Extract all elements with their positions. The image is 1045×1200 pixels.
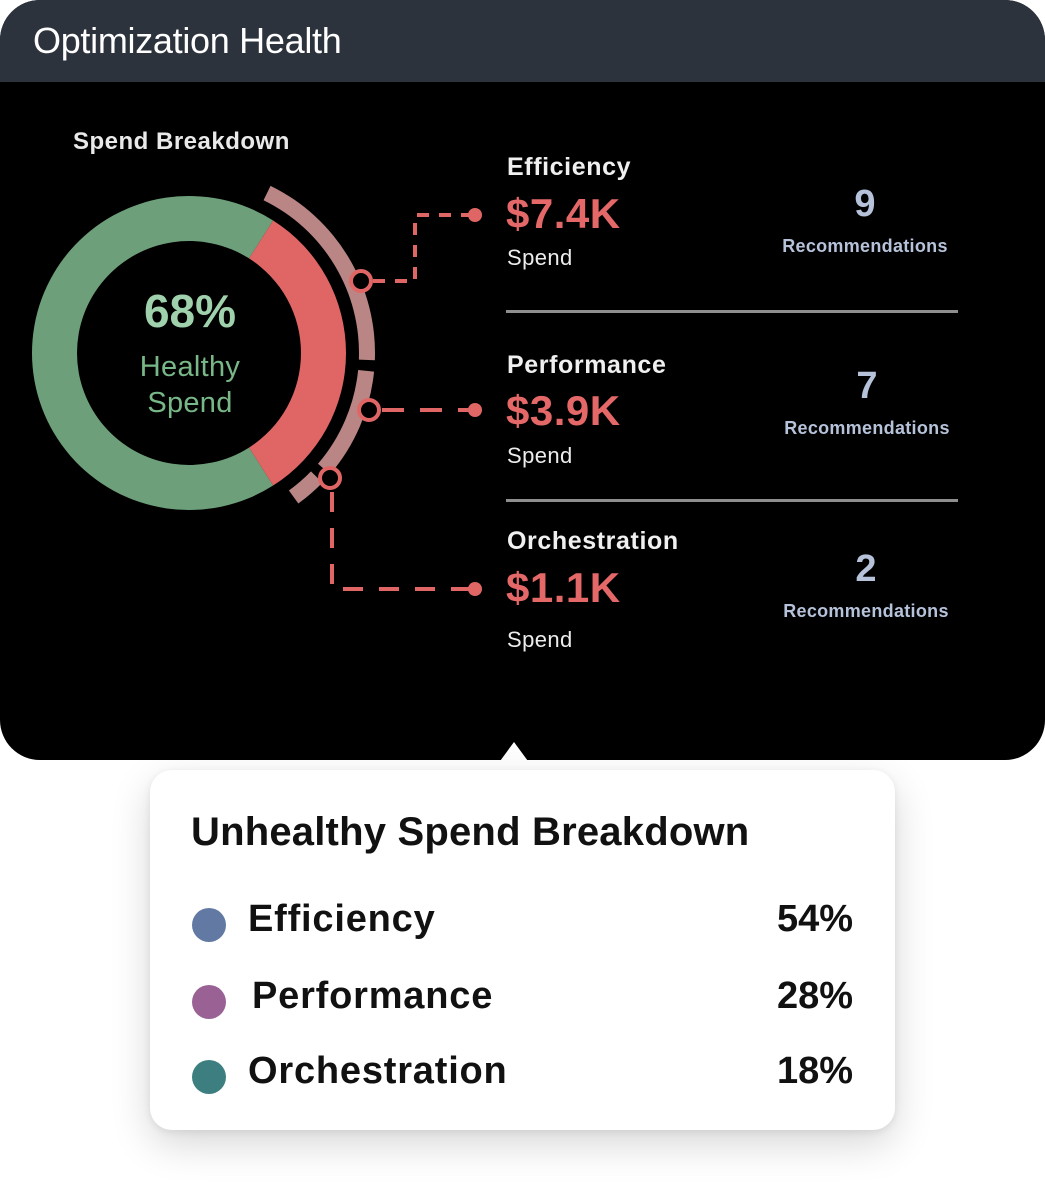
legend-label-efficiency: Efficiency [248,898,436,940]
healthy-label: Healthy [139,351,241,383]
legend-dot-efficiency [192,908,226,942]
recommendation-label-performance[interactable]: Recommendations [784,418,950,438]
recommendation-count-efficiency: 9 [854,183,876,225]
legend-dot-orchestration [192,1060,226,1094]
category-amount-orchestration: $1.1K [506,564,621,611]
card-header: Optimization Health [0,0,1045,82]
legend-value-efficiency: 54% [776,898,853,940]
donut-segment-healthy [31,196,274,511]
category-amount-performance: $3.9K [506,387,621,434]
legend-value-orchestration: 18% [776,1050,853,1092]
healthy-percent: 68% [143,285,237,337]
outer-arc-orchestration [288,471,323,504]
popover-pointer [492,742,536,772]
category-spend-label-orchestration: Spend [507,627,573,652]
outer-arc-performance [317,370,375,475]
connector-dot-performance [468,403,482,417]
category-name-efficiency: Efficiency [507,153,632,181]
legend-item-orchestration: Orchestration 18% [150,1048,895,1098]
spend-breakdown-chart [31,185,482,596]
category-amount-efficiency: $7.4K [506,190,621,237]
connectors [318,208,482,596]
spend-breakdown-title: Spend Breakdown [73,128,290,155]
category-spend-label-performance: Spend [507,443,573,468]
optimization-health-card: Optimization Health Spend Breakdown 68% … [0,0,1045,760]
popover-title: Unhealthy Spend Breakdown [191,810,750,854]
category-name-orchestration: Orchestration [507,527,679,555]
legend-value-performance: 28% [776,975,853,1017]
legend-label-orchestration: Orchestration [248,1050,508,1092]
recommendation-label-orchestration[interactable]: Recommendations [783,601,949,621]
connector-orchestration [330,492,474,591]
donut-chart [31,196,346,511]
divider [506,499,958,502]
legend-item-performance: Performance 28% [150,973,895,1023]
connector-efficiency [373,213,474,283]
legend-label-performance: Performance [252,975,494,1017]
donut-segment-unhealthy [249,220,346,486]
connector-ring-efficiency [349,269,373,293]
card-title: Optimization Health [33,20,342,61]
legend-item-efficiency: Efficiency 54% [150,896,895,946]
healthy-spend-label: Spend [147,387,233,419]
category-name-performance: Performance [507,351,667,379]
recommendation-count-orchestration: 2 [855,548,877,590]
legend-dot-performance [192,985,226,1019]
category-spend-label-efficiency: Spend [507,245,573,270]
unhealthy-spend-popover: Unhealthy Spend Breakdown Efficiency 54%… [150,770,895,1130]
connector-dot-efficiency [468,208,482,222]
divider [506,310,958,313]
connector-ring-orchestration [318,466,342,490]
recommendation-label-efficiency[interactable]: Recommendations [782,236,948,256]
connector-ring-performance [357,398,381,422]
connector-dot-orchestration [468,582,482,596]
recommendation-count-performance: 7 [856,365,878,407]
